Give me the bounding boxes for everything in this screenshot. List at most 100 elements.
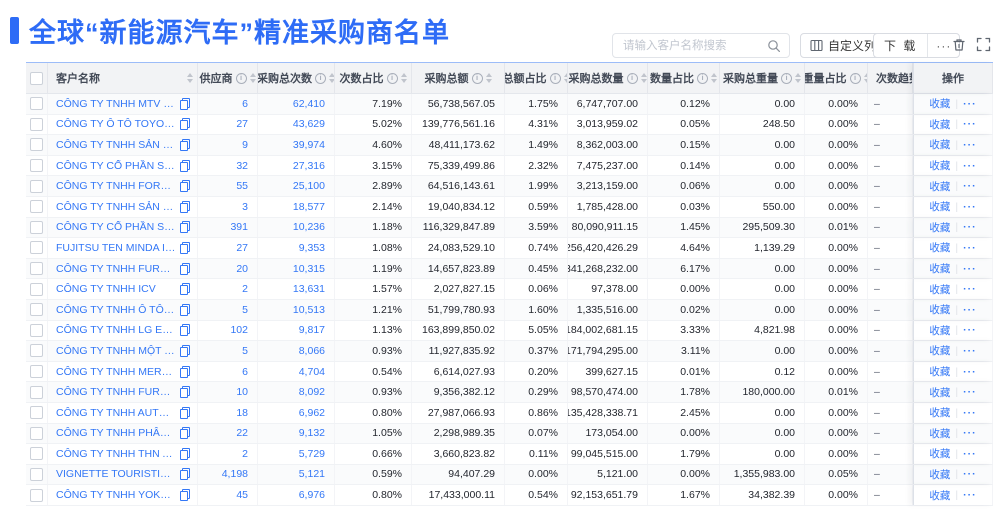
customer-name-link[interactable]: VIGNETTE TOURISTIQUE G UNI... (56, 468, 176, 481)
favorite-link[interactable]: 收藏 (929, 242, 951, 255)
sort-desc-icon[interactable] (400, 79, 407, 83)
sort-desc-icon[interactable] (485, 79, 492, 83)
customer-name-link[interactable]: CÔNG TY TNHH SẢN XUẤT VÀ ... (56, 200, 176, 213)
copy-icon[interactable] (180, 447, 190, 460)
row-checkbox[interactable] (30, 179, 43, 193)
download-more-button[interactable]: ··· (936, 38, 952, 53)
more-actions-button[interactable]: ··· (963, 468, 977, 481)
cell-supplier[interactable]: 32 (198, 155, 258, 176)
sort-desc-icon[interactable] (795, 79, 801, 83)
download-button[interactable]: 下 载 (884, 39, 918, 53)
customer-name-link[interactable]: CÔNG TY TNHH FURUKAWA A... (56, 386, 176, 399)
cell-times[interactable]: 9,132 (258, 423, 335, 444)
row-checkbox[interactable] (30, 488, 43, 502)
copy-icon[interactable] (180, 344, 190, 357)
more-actions-button[interactable]: ··· (963, 262, 977, 275)
cell-times[interactable]: 8,066 (258, 341, 335, 361)
copy-icon[interactable] (180, 283, 190, 296)
sort-asc-icon[interactable] (329, 73, 334, 77)
favorite-link[interactable]: 收藏 (929, 304, 951, 317)
sort-asc-icon[interactable] (400, 73, 407, 77)
sort-desc-icon[interactable] (711, 79, 717, 83)
customer-name-link[interactable]: CÔNG TY TNHH FORD VIỆT NAM (56, 180, 176, 193)
cell-times[interactable]: 10,236 (258, 217, 335, 238)
favorite-link[interactable]: 收藏 (929, 160, 951, 173)
favorite-link[interactable]: 收藏 (929, 180, 951, 193)
sort-desc-icon[interactable] (329, 79, 334, 83)
select-all-checkbox[interactable] (30, 71, 43, 85)
cell-supplier[interactable]: 3 (198, 196, 258, 217)
cell-times[interactable]: 10,315 (258, 258, 335, 279)
cell-supplier[interactable]: 45 (198, 485, 258, 505)
favorite-link[interactable]: 收藏 (929, 221, 951, 234)
customer-name-link[interactable]: CÔNG TY TNHH Ô TÔ MITSUBI... (56, 303, 176, 316)
customer-name-link[interactable]: CÔNG TY CỔ PHẦN SẢN XUẤT... (56, 221, 176, 234)
info-icon[interactable] (549, 72, 561, 84)
cell-supplier[interactable]: 27 (198, 114, 258, 135)
copy-icon[interactable] (180, 427, 190, 440)
search-input[interactable] (621, 38, 767, 53)
more-actions-button[interactable]: ··· (963, 118, 977, 131)
customer-name-link[interactable]: CÔNG TY TNHH AUTEL VIỆT N... (56, 406, 176, 419)
more-actions-button[interactable]: ··· (963, 447, 977, 460)
row-checkbox[interactable] (30, 138, 43, 152)
more-actions-button[interactable]: ··· (963, 386, 977, 399)
trash-icon[interactable] (951, 37, 967, 53)
favorite-link[interactable]: 收藏 (929, 407, 951, 420)
sort-icon[interactable] (563, 73, 567, 83)
sort-icon[interactable] (795, 73, 801, 83)
cell-times[interactable]: 6,962 (258, 402, 335, 423)
favorite-link[interactable]: 收藏 (929, 98, 951, 111)
more-actions-button[interactable]: ··· (963, 344, 977, 357)
cell-supplier[interactable]: 10 (198, 382, 258, 402)
info-icon[interactable] (781, 72, 792, 84)
cell-times[interactable]: 9,353 (258, 238, 335, 258)
cell-times[interactable]: 39,974 (258, 135, 335, 155)
search-icon[interactable] (767, 39, 781, 53)
sort-desc-icon[interactable] (640, 79, 647, 83)
favorite-link[interactable]: 收藏 (929, 468, 951, 481)
customer-name-link[interactable]: CÔNG TY TNHH MERCEDES–B... (56, 365, 176, 378)
sort-desc-icon[interactable] (249, 79, 256, 83)
customer-name-link[interactable]: CÔNG TY TNHH MTV SẢN XUẤ... (56, 97, 176, 110)
copy-icon[interactable] (180, 97, 190, 110)
cell-times[interactable]: 43,629 (258, 114, 335, 135)
cell-times[interactable]: 27,316 (258, 155, 335, 176)
customer-name-link[interactable]: CÔNG TY TNHH YOKOWO VIỆT... (56, 489, 176, 502)
cell-times[interactable]: 4,704 (258, 361, 335, 382)
favorite-link[interactable]: 收藏 (929, 139, 951, 152)
more-actions-button[interactable]: ··· (963, 221, 977, 234)
sort-icon[interactable] (329, 73, 334, 83)
customer-name-link[interactable]: CÔNG TY TNHH THN AUTOPAR... (56, 447, 176, 460)
row-checkbox[interactable] (30, 97, 43, 111)
sort-asc-icon[interactable] (187, 73, 193, 77)
cell-times[interactable]: 13,631 (258, 279, 335, 299)
more-actions-button[interactable]: ··· (963, 283, 977, 296)
customer-name-link[interactable]: CÔNG TY CỔ PHẦN SẢN XUẤT... (56, 159, 176, 172)
more-actions-button[interactable]: ··· (963, 365, 977, 378)
favorite-link[interactable]: 收藏 (929, 201, 951, 214)
customer-name-link[interactable]: CÔNG TY TNHH PHÂN PHỐI T... (56, 427, 176, 440)
sort-desc-icon[interactable] (563, 79, 567, 83)
row-checkbox[interactable] (30, 365, 43, 379)
favorite-link[interactable]: 收藏 (929, 489, 951, 502)
cell-times[interactable]: 62,410 (258, 94, 335, 114)
cell-times[interactable]: 9,817 (258, 320, 335, 341)
copy-icon[interactable] (180, 468, 190, 481)
cell-times[interactable]: 10,513 (258, 299, 335, 320)
row-checkbox[interactable] (30, 467, 43, 481)
customer-name-link[interactable]: FUJITSU TEN MINDA INDIA PVT... (56, 241, 176, 254)
more-actions-button[interactable]: ··· (963, 200, 977, 213)
sort-icon[interactable] (711, 73, 717, 83)
cell-supplier[interactable]: 6 (198, 361, 258, 382)
row-checkbox[interactable] (30, 447, 43, 461)
sort-icon[interactable] (485, 73, 492, 83)
favorite-link[interactable]: 收藏 (929, 448, 951, 461)
info-icon[interactable] (386, 72, 398, 84)
favorite-link[interactable]: 收藏 (929, 366, 951, 379)
info-icon[interactable] (626, 72, 638, 84)
more-actions-button[interactable]: ··· (963, 324, 977, 337)
sort-asc-icon[interactable] (711, 73, 717, 77)
favorite-link[interactable]: 收藏 (929, 427, 951, 440)
sort-asc-icon[interactable] (485, 73, 492, 77)
